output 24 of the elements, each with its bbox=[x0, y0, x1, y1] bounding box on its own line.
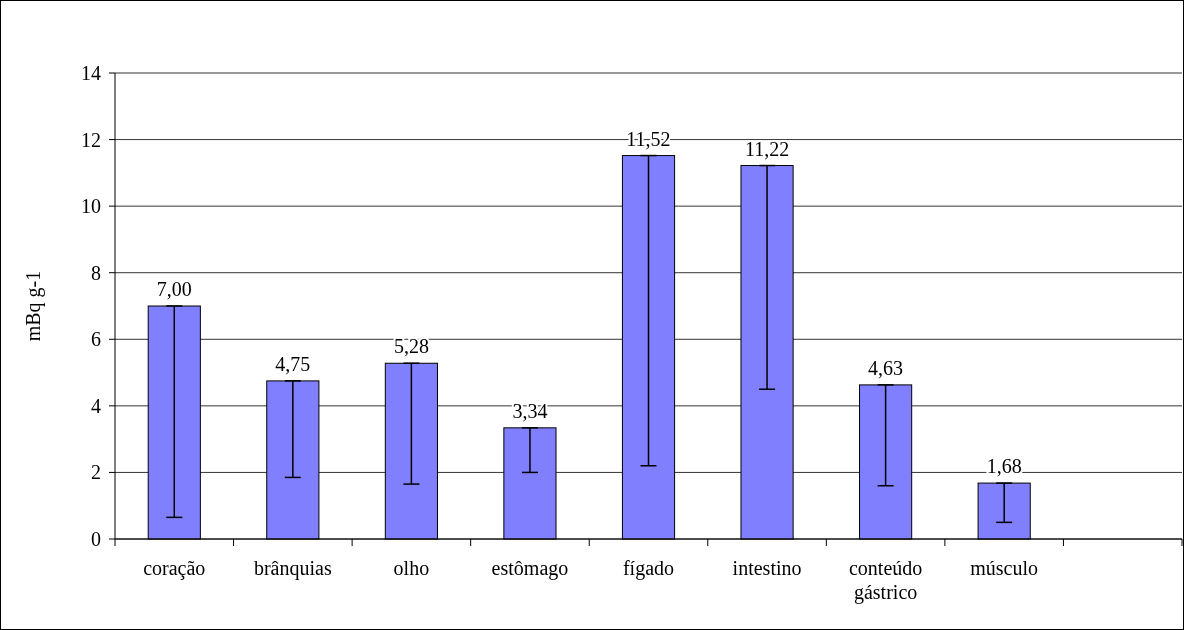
x-tick-label: intestino bbox=[732, 557, 802, 579]
x-tick-label: brânquias bbox=[253, 557, 332, 580]
y-tick-label: 0 bbox=[91, 528, 101, 550]
y-tick-label: 12 bbox=[81, 128, 101, 151]
x-tick-label: estômago bbox=[491, 557, 569, 580]
y-tick-label: 6 bbox=[91, 328, 101, 351]
data-label: 4,63 bbox=[868, 356, 904, 379]
x-tick-label: conteúdo gástrico bbox=[848, 557, 923, 604]
x-tick-label: fígado bbox=[622, 557, 675, 580]
y-tick-label: 8 bbox=[91, 261, 101, 284]
data-label: 7,00 bbox=[156, 278, 192, 300]
x-tick-label: músculo bbox=[970, 557, 1039, 579]
data-label: 1,68 bbox=[986, 455, 1022, 478]
y-tick-label: 2 bbox=[91, 461, 101, 484]
x-tick-label: olho bbox=[393, 557, 430, 579]
data-label: 4,75 bbox=[275, 352, 311, 375]
data-label: 11,22 bbox=[744, 137, 790, 160]
data-label: 5,28 bbox=[393, 335, 429, 358]
y-axis-title: mBq g-1 bbox=[22, 270, 45, 342]
x-tick-label: coração bbox=[143, 557, 206, 580]
y-tick-label: 10 bbox=[81, 195, 101, 218]
y-tick-label: 14 bbox=[81, 62, 101, 84]
data-label: 3,34 bbox=[512, 399, 548, 422]
y-tick-label: 4 bbox=[91, 394, 101, 417]
